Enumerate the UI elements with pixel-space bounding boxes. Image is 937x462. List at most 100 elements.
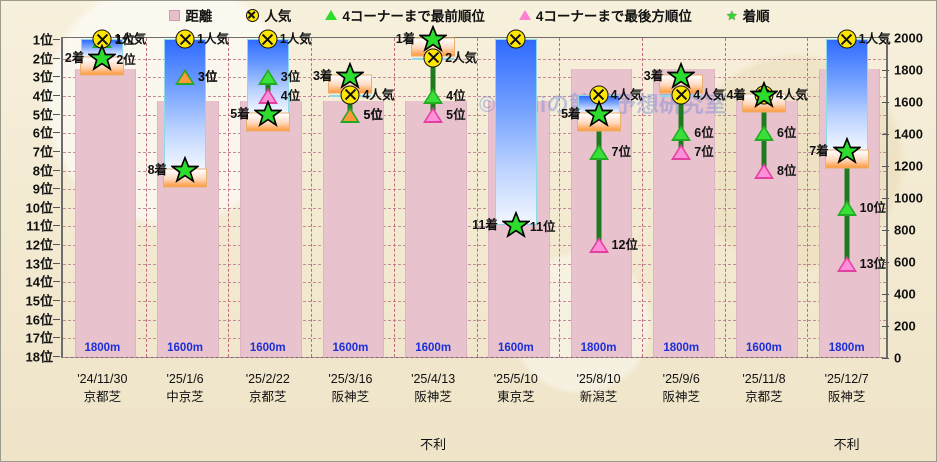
race-date: '25/11/8 (742, 372, 786, 386)
grid-line-vertical (311, 38, 313, 357)
y-axis-right-tick: 1800 (894, 62, 923, 78)
y-axis-left-tick-mark (53, 262, 60, 264)
race-date: '25/9/6 (662, 372, 700, 386)
x-axis-tick-label: '24/11/30 京都芝 (77, 370, 127, 406)
race-course: 東京芝 (497, 390, 535, 405)
triangle-up-icon (325, 10, 338, 20)
front-position-label: 4位 (446, 88, 466, 103)
distance-bar (74, 69, 137, 357)
y-axis-right-tick-mark (882, 358, 889, 359)
y-axis-right-tick: 1200 (894, 158, 923, 174)
y-axis-left-tick: 11位 (26, 218, 53, 234)
back-position-label: 3位 (198, 70, 218, 85)
popularity-marker (506, 29, 526, 49)
y-axis-left-tick-mark (53, 188, 60, 190)
distance-label: 1600m (497, 342, 534, 354)
x-axis-tick-label: '25/2/22 京都芝 (246, 370, 290, 406)
grid-line-horizontal (63, 357, 886, 358)
y-axis-right-tick-mark (882, 70, 889, 71)
y-axis-right-tick: 2000 (894, 30, 923, 46)
y-axis-left-tick: 10位 (25, 200, 53, 216)
grid-line-vertical (559, 38, 561, 357)
popularity-label: 4人気 (362, 87, 395, 102)
popularity-label: 1人気 (197, 32, 229, 46)
popularity-to-finish-bar (164, 39, 207, 170)
y-axis-left-tick: 15位 (25, 293, 53, 309)
corner-position-connector (430, 94, 436, 114)
grid-line-vertical (476, 38, 478, 357)
y-axis-left-tick-mark (53, 300, 60, 302)
grid-line-horizontal (63, 77, 886, 79)
y-axis-left-tick: 6位 (32, 125, 53, 141)
legend-item-back: 4コーナーまで最後方順位 (518, 5, 692, 25)
race-course: 阪神芝 (662, 390, 701, 405)
y-axis-right-tick-mark (882, 102, 889, 103)
back-position-label: 13位 (859, 256, 887, 271)
distance-label: 1800m (580, 342, 617, 354)
grid-line-horizontal (63, 189, 886, 191)
corner-position-connector (761, 132, 767, 170)
y-axis-left-tick-mark (53, 318, 60, 320)
grid-line-horizontal (63, 151, 886, 153)
race-course: 阪神芝 (827, 390, 866, 405)
popularity-marker (175, 29, 195, 49)
front-position-label: 1位 (115, 33, 135, 47)
y-axis-right-tick: 400 (894, 286, 916, 302)
popularity-marker (671, 85, 691, 105)
y-axis-left-tick-mark (53, 150, 60, 152)
back-position-marker (836, 255, 857, 272)
grid-line-horizontal (63, 338, 886, 340)
legend-item-distance: 距離 (169, 5, 212, 25)
distance-label: 1800m (84, 342, 121, 354)
popularity-label: 4人気 (610, 87, 643, 102)
front-position-marker (257, 69, 278, 86)
x-axis-tick-label: '25/12/7 阪神芝 (825, 370, 869, 406)
y-axis-left-tick-mark (53, 169, 60, 171)
popularity-to-finish-bar (494, 39, 537, 226)
grid-line-horizontal (63, 133, 886, 135)
distance-bar (322, 101, 385, 357)
distance-bar (405, 101, 467, 357)
finish-position-marker (665, 61, 697, 90)
y-axis-left-tick: 18位 (25, 349, 53, 365)
popularity-marker (340, 85, 360, 105)
popularity-marker (258, 29, 278, 49)
race-course: 京都芝 (248, 390, 287, 405)
distance-bar (736, 101, 798, 357)
grid-line-horizontal (63, 170, 886, 172)
x-axis-tick-label: '25/1/6 中京芝 (166, 370, 204, 406)
back-position-label: 7位 (694, 144, 714, 159)
front-position-marker (588, 143, 609, 160)
y-axis-left-tick: 8位 (32, 163, 53, 179)
y-axis-right-tick: 600 (894, 254, 916, 270)
y-axis-right-tick-mark (882, 166, 889, 167)
x-axis-tick-label: '25/4/13 阪神芝 (411, 370, 455, 406)
grid-line-horizontal (63, 245, 886, 247)
y-axis-right-tick: 200 (894, 318, 916, 334)
grid-line-vertical (724, 38, 726, 357)
race-course: 京都芝 (745, 390, 783, 405)
x-axis-tick-label: '25/3/16 阪神芝 (328, 370, 372, 406)
distance-label: 1600m (746, 342, 782, 354)
finish-position-marker (417, 24, 449, 53)
y-axis-left-tick: 3位 (32, 69, 53, 85)
front-position-label: 6位 (694, 126, 714, 141)
race-date: '25/5/10 (493, 372, 538, 386)
popularity-label: 4人気 (775, 87, 808, 102)
y-axis-left-tick-mark (53, 132, 60, 134)
y-axis-left-tick-mark (53, 244, 60, 246)
star-icon: ★ (725, 7, 738, 23)
finish-position-label: 11位 (529, 220, 556, 235)
y-axis-left-tick: 13位 (25, 256, 53, 272)
finish-label: 8着 (147, 162, 168, 177)
back-position-marker (423, 106, 444, 123)
finish-to-corner-connector (844, 150, 850, 207)
race-course: 中京芝 (166, 390, 204, 405)
finish-to-corner-connector (761, 94, 767, 133)
y-axis-left-tick: 1位 (32, 32, 53, 48)
finish-label: 3着 (643, 69, 664, 84)
finish-position-marker (252, 99, 284, 128)
front-position-label: 3位 (198, 70, 218, 85)
front-position-marker (175, 69, 196, 86)
popularity-marker (423, 48, 443, 68)
